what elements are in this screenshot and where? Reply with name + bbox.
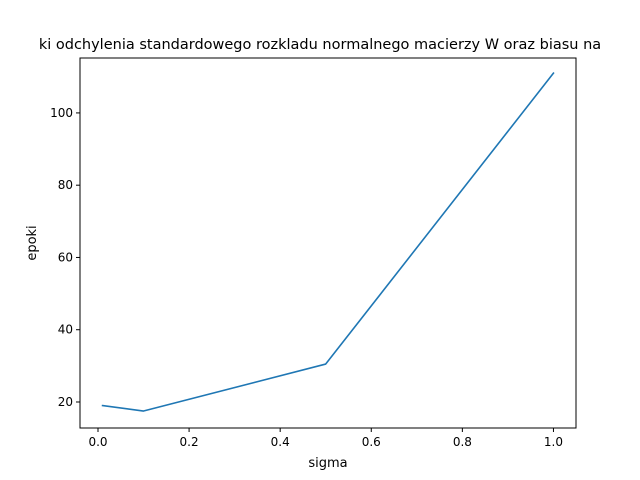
series-line xyxy=(101,72,555,412)
y-tick-label: 20 xyxy=(58,395,73,409)
plot-frame xyxy=(79,57,577,429)
y-axis-label: epoki xyxy=(25,225,40,260)
y-axis: 20 40 60 80 100 xyxy=(50,106,80,409)
y-tick-label: 80 xyxy=(58,178,73,192)
y-tick-label: 100 xyxy=(50,106,73,120)
x-tick-label: 0.0 xyxy=(88,435,107,449)
y-tick-label: 60 xyxy=(58,250,73,264)
plot-series xyxy=(101,72,555,412)
chart-title: ki odchylenia standardowego rozkladu nor… xyxy=(39,37,601,53)
y-tick-label: 40 xyxy=(58,323,73,337)
x-tick-label: 0.4 xyxy=(271,435,290,449)
x-axis-label: sigma xyxy=(308,456,347,471)
x-tick-label: 0.8 xyxy=(453,435,472,449)
x-tick-label: 0.6 xyxy=(362,435,381,449)
x-tick-label: 0.2 xyxy=(180,435,199,449)
x-axis: 0.0 0.2 0.4 0.6 0.8 1.0 xyxy=(88,428,563,449)
x-tick-label: 1.0 xyxy=(544,435,563,449)
